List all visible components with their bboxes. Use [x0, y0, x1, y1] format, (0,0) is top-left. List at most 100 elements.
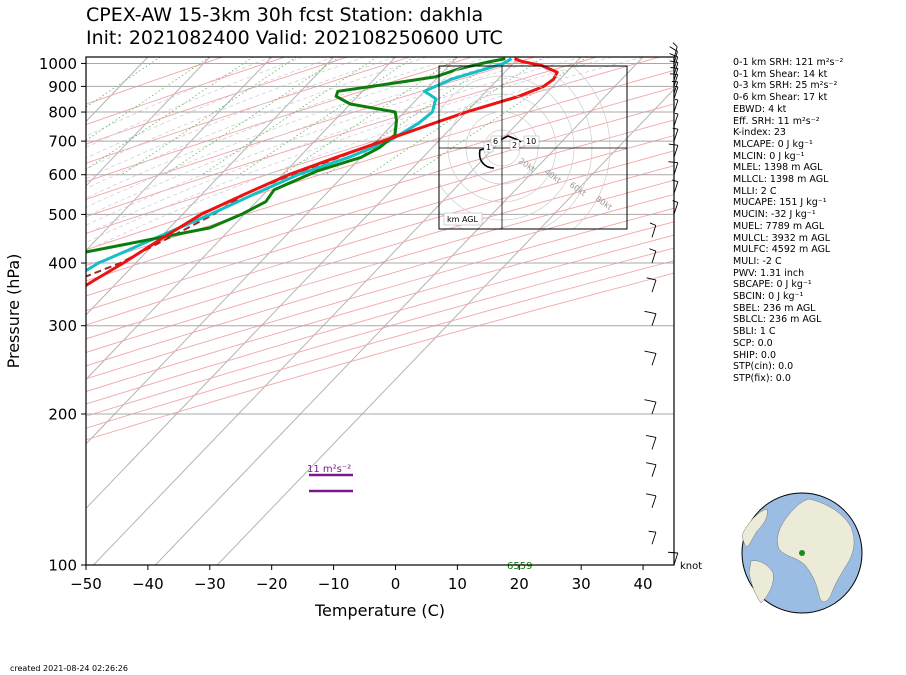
param-line: SCP: 0.0 [733, 337, 773, 349]
dry-adiabat [86, 221, 674, 393]
param-line: 0-6 km Shear: 17 kt [733, 92, 828, 104]
profile-dewpoint [86, 57, 506, 254]
param-line: MUCAPE: 151 J kg⁻¹ [733, 197, 827, 209]
mixing-ratio-line [86, 57, 161, 108]
x-tick-label: −30 [194, 575, 226, 593]
hodograph-height-label: 1 [486, 143, 491, 152]
wind-barb-flag [669, 46, 678, 52]
wind-barb-flag [672, 179, 679, 183]
wind-barb-flag [646, 493, 657, 497]
mixing-ratio-line [201, 57, 378, 176]
wind-barb-flag [649, 248, 657, 252]
wind-barb-flag [674, 112, 679, 115]
x-tick-label: −50 [70, 575, 102, 593]
mixing-ratio-line [86, 57, 254, 170]
y-tick-label: 1000 [39, 55, 77, 73]
param-line: MLEL: 1398 m AGL [733, 162, 823, 174]
param-line: MLCIN: 0 J kg⁻¹ [733, 150, 805, 162]
isotherm-line [93, 57, 582, 565]
wind-barb [673, 86, 679, 99]
wind-barb [673, 51, 678, 64]
wind-barb-flag [646, 462, 657, 466]
isotherm-line [86, 57, 520, 510]
hodograph-height-unit: km AGL [447, 215, 479, 224]
moist-adiabat [86, 57, 272, 137]
wind-barb-flag [672, 127, 679, 130]
wind-unit-label: knot [680, 561, 702, 572]
y-tick-label: 400 [48, 255, 77, 273]
isotherm-line [86, 57, 273, 252]
wind-barb [673, 56, 679, 70]
wind-barb [673, 181, 679, 194]
mixing-ratio-line [164, 57, 340, 176]
created-timestamp: created 2021-08-24 02:26:26 [10, 664, 128, 673]
dry-adiabat [86, 165, 674, 340]
y-tick-label: 700 [48, 133, 77, 151]
wind-barb [673, 552, 679, 566]
wind-barb-flag [644, 310, 657, 315]
dry-adiabat [86, 234, 674, 405]
profile-temperature [86, 57, 559, 288]
param-line: SHIP: 0.0 [733, 349, 777, 361]
param-line: 0-1 km Shear: 14 kt [733, 68, 828, 80]
moist-adiabat [86, 57, 551, 226]
wind-barb-flag [646, 434, 657, 438]
moist-adiabat [86, 57, 520, 217]
wind-barb [651, 250, 657, 264]
wind-barb [673, 145, 679, 158]
wind-barb [651, 279, 657, 293]
x-axis-label: Temperature (C) [314, 601, 445, 620]
location-globe [741, 492, 863, 614]
globe-land-africa-europe [777, 498, 855, 602]
dry-adiabat [86, 103, 674, 282]
wind-barb [673, 128, 679, 142]
wind-barb-flag [648, 530, 656, 533]
dry-adiabat [86, 135, 674, 312]
hodograph-height-label: 10 [526, 137, 536, 146]
dry-adiabat [86, 260, 674, 429]
wind-barb-flag [669, 73, 678, 75]
wind-barb-flag [644, 350, 657, 354]
profile-virtual-temperature [86, 57, 513, 273]
wind-barb-flag [672, 42, 678, 48]
moist-adiabat [86, 57, 334, 159]
hodograph-height-label: 2 [512, 141, 517, 150]
param-line: MLLI: 2 C [733, 185, 777, 197]
mixing-ratio-line [121, 57, 297, 176]
y-tick-label: 600 [48, 166, 77, 184]
y-tick-label: 500 [48, 206, 77, 224]
dry-adiabat [86, 272, 674, 441]
wind-barb [651, 437, 657, 450]
hodograph-height-label: 6 [493, 137, 498, 146]
wind-barb-flag [668, 551, 678, 554]
wind-barb-flag [668, 143, 678, 146]
param-line: SBCIN: 0 J kg⁻¹ [733, 291, 804, 303]
srh-label: 11 m²s⁻² [307, 464, 351, 475]
wind-barb-flag [674, 98, 679, 101]
wind-barb [673, 113, 679, 127]
param-line: SBLCL: 236 m AGL [733, 314, 822, 326]
wind-barb-flag [672, 200, 679, 203]
isotherm-line [216, 88, 674, 565]
wind-barb [651, 532, 657, 545]
moist-adiabat [86, 57, 458, 199]
x-tick-label: −20 [256, 575, 288, 593]
dry-adiabat [86, 193, 674, 367]
dry-adiabat [86, 57, 286, 126]
param-line: 0-3 km SRH: 25 m²s⁻² [733, 80, 838, 92]
param-line: SBEL: 236 m AGL [733, 302, 816, 314]
dry-adiabat [86, 150, 674, 326]
x-tick-label: 30 [572, 575, 591, 593]
chart-subtitle: Init: 2021082400 Valid: 202108250600 UTC [86, 27, 503, 49]
x-tick-label: 20 [510, 575, 529, 593]
param-line: SBLI: 1 C [733, 326, 776, 338]
wind-barb [651, 495, 657, 508]
wind-barb-flag [674, 85, 679, 88]
globe-land-south-america [748, 560, 774, 604]
mixing-ratio-line [238, 57, 415, 176]
wind-barb [673, 74, 679, 87]
param-line: MULCL: 3932 m AGL [733, 232, 831, 244]
wind-barb [651, 464, 657, 477]
wind-barb [673, 46, 678, 59]
